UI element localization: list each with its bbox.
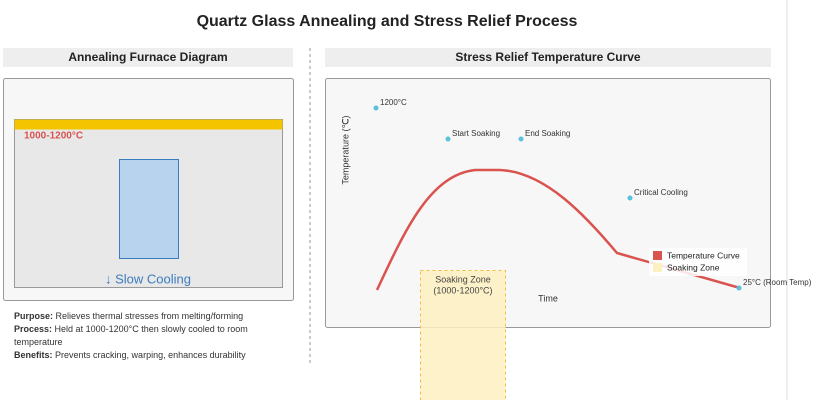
note-label: Benefits: [14, 350, 53, 360]
legend-swatch [653, 263, 662, 272]
left-header: Annealing Furnace Diagram [68, 50, 227, 64]
note-text: Prevents cracking, warping, enhances dur… [55, 350, 246, 360]
note-label: Process: [14, 324, 53, 334]
cooling-label: ↓ Slow Cooling [105, 271, 191, 286]
notes: Purpose: Relieves thermal stresses from … [14, 310, 284, 362]
left-header-bg [3, 48, 293, 67]
point [373, 105, 379, 111]
furnace-temp: 1000-1200°C [24, 131, 83, 142]
note-text: Held at 1000-1200°C then slowly cooled t… [14, 324, 248, 347]
soaking-zone-label: Soaking Zone [435, 274, 491, 284]
y-axis-label: Temperature (℃) [340, 115, 350, 184]
point [445, 136, 451, 142]
note: Benefits: Prevents cracking, warping, en… [14, 349, 284, 362]
note-label: Purpose: [14, 311, 54, 321]
page-title: Quartz Glass Annealing and Stress Relief… [197, 13, 578, 30]
point-label: 1200°C [380, 98, 407, 107]
furnace [14, 119, 283, 288]
legend-label: Soaking Zone [667, 262, 720, 272]
soaking-zone-range: (1000-1200°C) [433, 285, 492, 295]
glass-piece [119, 159, 179, 259]
point [518, 136, 524, 142]
legend-label: Temperature Curve [667, 250, 740, 260]
point [627, 195, 633, 201]
soaking-zone [420, 270, 506, 400]
point [736, 285, 742, 291]
point-label: Critical Cooling [634, 188, 688, 197]
x-axis-label: Time [538, 293, 558, 303]
note: Process: Held at 1000-1200°C then slowly… [14, 323, 284, 349]
chart-frame [325, 78, 771, 328]
legend-bg [649, 248, 747, 276]
temperature-curve [375, 168, 741, 291]
heater [14, 119, 283, 130]
note: Purpose: Relieves thermal stresses from … [14, 310, 284, 323]
point-label: 25°C (Room Temp) [743, 278, 812, 287]
point-label: Start Soaking [452, 129, 500, 138]
right-header: Stress Relief Temperature Curve [455, 50, 641, 64]
legend: Temperature Curve Soaking Zone [649, 248, 747, 276]
points: 1200°C Start Soaking End Soaking Critica… [373, 98, 812, 291]
point-label: End Soaking [525, 129, 570, 138]
legend-swatch [653, 251, 662, 260]
right-header-bg [325, 48, 771, 67]
note-text: Relieves thermal stresses from melting/f… [55, 311, 244, 321]
